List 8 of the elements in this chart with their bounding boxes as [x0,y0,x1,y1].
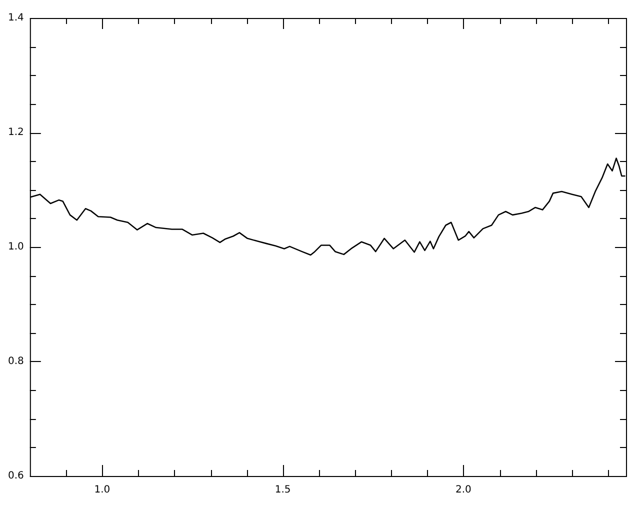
y-tick-label: 0.6 [8,470,24,482]
x-tick-label: 2.0 [455,484,472,496]
x-tick-label: 1.0 [94,484,110,496]
y-tick-label: 1.0 [8,242,24,253]
y-tick-label: 1.2 [8,127,24,138]
y-tick-label: 1.4 [8,12,24,24]
y-tick-label: 0.8 [8,356,24,368]
x-tick-label: 1.5 [274,484,291,496]
